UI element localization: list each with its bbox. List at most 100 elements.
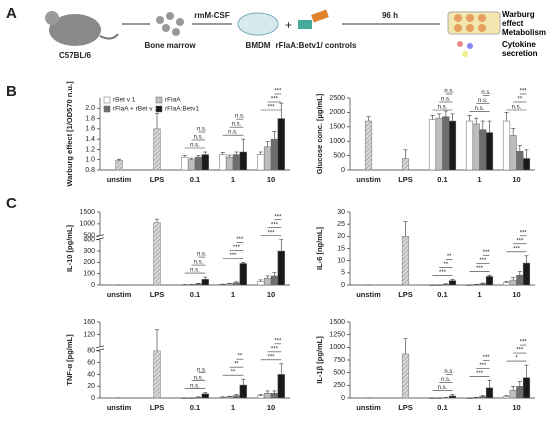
significance-label: *** [267, 354, 275, 360]
y-tick-label: 2.0 [85, 105, 95, 112]
y-tick-label: 750 [333, 357, 345, 364]
significance-label: n.s. [228, 130, 238, 136]
bar [479, 283, 487, 286]
x-tick-label: unstim [107, 403, 132, 412]
cell-icon [237, 12, 279, 36]
bar [472, 123, 480, 171]
x-tick-label: unstim [356, 403, 381, 412]
significance-label: *** [274, 89, 282, 95]
x-tick-label: 10 [512, 175, 520, 184]
bar [522, 158, 531, 171]
significance-label: n.s. [232, 122, 242, 128]
significance-label: n.s. [481, 90, 491, 96]
bar [257, 154, 265, 171]
x-tick-label: 1 [231, 290, 235, 299]
bar [187, 159, 196, 171]
y-tick-label: 15 [337, 245, 345, 252]
significance-label: *** [516, 348, 524, 354]
y-tick-label: 1000 [329, 344, 345, 351]
bar [485, 132, 494, 171]
bar [277, 250, 285, 286]
significance-label: *** [520, 89, 528, 95]
bar [263, 146, 272, 171]
significance-label: n.s. [197, 127, 207, 133]
y-tick-label: 300 [83, 248, 95, 255]
cytokine-icon [462, 51, 468, 57]
legend-label: rBet v 1 [113, 97, 136, 104]
plate-icon [454, 14, 486, 32]
cytokine-icon [467, 43, 473, 49]
y-tick-label: 500 [333, 370, 345, 377]
y-tick-label: 0.8 [85, 167, 95, 174]
significance-label: n.s. [194, 135, 204, 141]
bar [479, 396, 487, 399]
axis-break [96, 235, 104, 240]
significance-label: ** [517, 97, 522, 103]
y-axis-label: IL-1β [pg/mL] [315, 336, 324, 384]
x-tick-label: LPS [398, 403, 413, 412]
significance-label: *** [267, 230, 275, 236]
bar [502, 282, 511, 286]
bar [479, 129, 487, 171]
x-tick-label: unstim [107, 290, 132, 299]
x-tick-label: 1 [477, 175, 481, 184]
bar [270, 393, 279, 399]
y-tick-label: 1.4 [85, 136, 95, 143]
diagram-label: Cytokine secretion [502, 40, 538, 58]
significance-label: *** [483, 355, 491, 361]
x-tick-label: LPS [398, 175, 413, 184]
bar [263, 393, 272, 399]
y-tick-label: 60 [87, 360, 95, 367]
significance-label: * [515, 356, 518, 362]
y-tick-label: 1.0 [85, 157, 95, 164]
diagram-label: rmM-CSF [194, 11, 230, 20]
significance-label: *** [233, 245, 241, 251]
bar [509, 135, 517, 171]
bar [401, 353, 410, 399]
x-tick-label: LPS [150, 290, 165, 299]
y-tick-label: 500 [83, 233, 95, 240]
legend-label: rFlaA:Betv1 [165, 106, 199, 113]
bar [257, 281, 265, 286]
y-tick-label: 400 [83, 237, 95, 244]
significance-label: *** [476, 371, 484, 377]
diagram-label: Warburg effect Metabolism [502, 10, 547, 36]
bar [364, 120, 373, 171]
significance-label: *** [516, 238, 524, 244]
y-tick-label: 100 [83, 271, 95, 278]
y-tick-label: 1250 [329, 332, 345, 339]
y-axis-label: TNF-α [pg/mL] [65, 334, 74, 386]
axis-break [96, 346, 104, 351]
legend-swatch [103, 105, 111, 113]
diagram-label: BMDM [246, 41, 271, 50]
y-tick-label: 250 [333, 382, 345, 389]
significance-label: n.s. [444, 89, 454, 95]
marrow-icon [156, 12, 184, 36]
bar [201, 154, 209, 171]
protein-icon [298, 20, 312, 29]
legend-swatch [155, 105, 163, 113]
significance-label: *** [271, 97, 279, 103]
y-tick-label: 0 [341, 395, 345, 402]
x-tick-label: LPS [398, 290, 413, 299]
significance-label: *** [229, 253, 237, 259]
significance-label: *** [520, 230, 528, 236]
y-tick-label: 1000 [329, 138, 345, 145]
diagram-label: C57BL/6 [59, 51, 92, 60]
significance-label: n.s. [197, 367, 207, 373]
significance-label: n.s. [441, 377, 451, 383]
bar [201, 393, 209, 399]
y-tick-label: 1.2 [85, 146, 95, 153]
bar [401, 158, 410, 171]
bar [465, 120, 474, 171]
bar [219, 154, 227, 171]
panel-label: C [6, 195, 17, 212]
y-tick-label: 30 [337, 209, 345, 216]
significance-label: *** [267, 105, 275, 111]
y-tick-label: 80 [87, 348, 95, 355]
y-tick-label: 10 [337, 258, 345, 265]
bar [194, 156, 203, 171]
bar [502, 120, 511, 171]
axis-break [95, 345, 105, 349]
bar [201, 279, 209, 286]
